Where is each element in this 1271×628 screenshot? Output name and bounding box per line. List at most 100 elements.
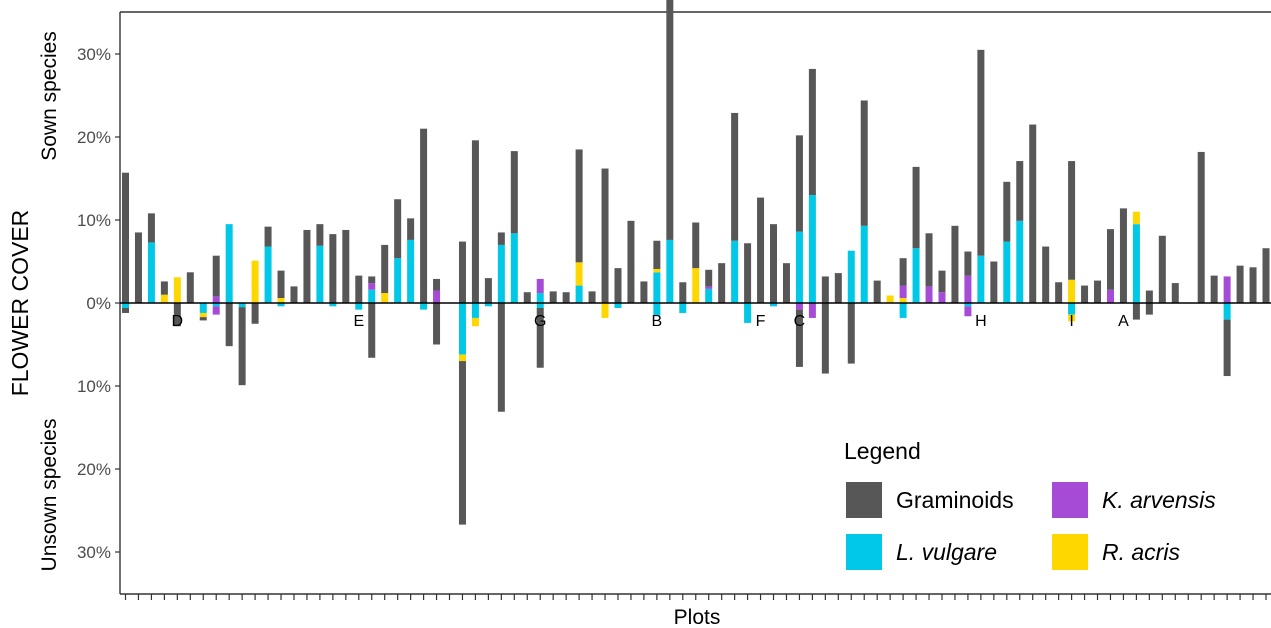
bar-l-vulgare-sown-plot-31: [510, 233, 518, 303]
bar-graminoids-sown-plot-41: [640, 281, 648, 303]
bar-graminoids-sown-plot-29: [484, 278, 492, 303]
bar-graminoids-sown-plot-36: [575, 149, 583, 263]
plot-annotation-C: C: [794, 313, 806, 330]
bar-graminoids-sown-plot-72: [1042, 246, 1050, 303]
y-tick-label: 20%: [77, 128, 111, 147]
plot-annotation-B: B: [652, 313, 663, 330]
bar-graminoids-unsown-plot-80: [1145, 303, 1153, 315]
bar-r-acris-unsown-plot-27: [458, 354, 466, 362]
bar-r-acris-sown-plot-36: [575, 262, 583, 286]
bar-k-arvensis-sown-plot-63: [925, 286, 933, 303]
bar-r-acris-sown-plot-74: [1068, 279, 1076, 303]
legend-label-r-acris: R. acris: [1102, 538, 1180, 565]
bar-graminoids-sown-plot-81: [1158, 235, 1166, 303]
bar-r-acris-sown-plot-61: [899, 298, 907, 303]
bar-graminoids-sown-plot-4: [160, 281, 168, 295]
bar-l-vulgare-unsown-plot-28: [471, 303, 479, 318]
plot-annotation-D: D: [172, 313, 184, 330]
y-tick-label: 10%: [77, 211, 111, 230]
bar-l-vulgare-sown-plot-20: [368, 289, 376, 303]
bar-l-vulgare-unsown-plot-49: [744, 303, 752, 323]
legend-swatch-l-vulgare: [846, 534, 882, 570]
bar-graminoids-sown-plot-71: [1029, 124, 1037, 303]
legend-swatch-r-acris: [1052, 534, 1088, 570]
bar-l-vulgare-sown-plot-53: [795, 231, 803, 303]
bar-graminoids-unsown-plot-9: [225, 303, 233, 347]
bar-graminoids-sown-plot-48: [731, 112, 739, 241]
bar-graminoids-sown-plot-78: [1119, 208, 1127, 303]
bar-graminoids-sown-plot-63: [925, 233, 933, 287]
bar-k-arvensis-sown-plot-20: [368, 283, 376, 290]
bar-l-vulgare-sown-plot-42: [653, 272, 661, 303]
bar-r-acris-sown-plot-79: [1132, 211, 1140, 225]
bar-k-arvensis-sown-plot-64: [938, 292, 946, 303]
bar-l-vulgare-sown-plot-23: [407, 239, 415, 303]
bar-graminoids-sown-plot-38: [601, 168, 609, 303]
bar-l-vulgare-unsown-plot-8: [212, 303, 220, 307]
bar-graminoids-sown-plot-1: [122, 172, 129, 303]
bar-l-vulgare-sown-plot-62: [912, 248, 920, 303]
bar-graminoids-sown-plot-87: [1236, 265, 1244, 303]
bar-r-acris-unsown-plot-74: [1068, 314, 1076, 322]
bar-r-acris-sown-plot-21: [381, 293, 389, 303]
bar-l-vulgare-unsown-plot-61: [899, 303, 907, 318]
bar-k-arvensis-sown-plot-66: [964, 275, 972, 303]
bar-k-arvensis-sown-plot-61: [899, 285, 907, 299]
bar-graminoids-sown-plot-54: [808, 68, 816, 196]
bar-graminoids-sown-plot-8: [212, 255, 220, 297]
bar-graminoids-sown-plot-56: [834, 273, 842, 303]
legend-label-k-arvensis: K. arvensis: [1102, 486, 1216, 513]
y-axis-title: FLOWER COVER: [7, 210, 33, 397]
legend: Legend Graminoids K. arvensis L. vulgare…: [830, 430, 1260, 590]
bar-graminoids-sown-plot-82: [1171, 283, 1179, 303]
bar-k-arvensis-unsown-plot-53: [795, 303, 803, 310]
bar-graminoids-sown-plot-85: [1210, 275, 1218, 303]
bar-r-acris-sown-plot-60: [886, 295, 894, 303]
bar-graminoids-unsown-plot-25: [433, 303, 441, 345]
bar-graminoids-sown-plot-32: [523, 292, 531, 303]
bar-graminoids-sown-plot-31: [510, 151, 518, 234]
bar-graminoids-unsown-plot-10: [238, 307, 246, 386]
bar-graminoids-sown-plot-46: [705, 269, 713, 287]
bar-l-vulgare-sown-plot-46: [705, 288, 713, 303]
bar-graminoids-sown-plot-43: [666, 0, 674, 240]
bar-graminoids-sown-plot-17: [329, 234, 337, 303]
lower-section-label: Unsown species: [38, 419, 61, 572]
bar-graminoids-sown-plot-27: [458, 241, 466, 303]
bar-k-arvensis-unsown-plot-8: [212, 306, 220, 315]
bar-graminoids-unsown-plot-1: [122, 307, 129, 313]
bar-l-vulgare-unsown-plot-39: [614, 303, 622, 308]
bar-graminoids-sown-plot-47: [718, 263, 726, 303]
legend-label-graminoids: Graminoids: [896, 486, 1014, 513]
bar-l-vulgare-sown-plot-58: [860, 225, 868, 303]
bar-l-vulgare-sown-plot-70: [1016, 220, 1024, 303]
bar-graminoids-unsown-plot-33: [536, 307, 544, 368]
bar-graminoids-unsown-plot-20: [368, 303, 376, 358]
bar-k-arvensis-sown-plot-86: [1223, 276, 1231, 303]
bar-k-arvensis-sown-plot-77: [1106, 289, 1114, 303]
bar-graminoids-sown-plot-35: [562, 292, 570, 303]
bar-l-vulgare-sown-plot-48: [731, 240, 739, 303]
bar-r-acris-unsown-plot-38: [601, 303, 609, 318]
bar-r-acris-unsown-plot-7: [199, 312, 207, 318]
y-tick-label: 10%: [77, 377, 111, 396]
legend-item-r-acris: R. acris: [1052, 534, 1180, 570]
bar-k-arvensis-unsown-plot-66: [964, 306, 972, 317]
bar-graminoids-unsown-plot-7: [199, 317, 207, 321]
bar-graminoids-sown-plot-23: [407, 218, 415, 240]
bar-graminoids-sown-plot-64: [938, 270, 946, 293]
bar-r-acris-sown-plot-11: [251, 260, 259, 303]
bar-r-acris-sown-plot-13: [277, 298, 285, 303]
bar-graminoids-sown-plot-15: [303, 229, 311, 303]
bar-graminoids-sown-plot-3: [147, 213, 155, 243]
bar-graminoids-sown-plot-62: [912, 166, 920, 249]
bar-l-vulgare-sown-plot-12: [264, 246, 272, 303]
bar-graminoids-sown-plot-80: [1145, 290, 1153, 303]
x-axis: [124, 594, 1267, 600]
legend-label-l-vulgare: L. vulgare: [896, 538, 998, 565]
legend-item-l-vulgare: L. vulgare: [846, 534, 997, 570]
bar-graminoids-sown-plot-30: [497, 232, 505, 245]
bar-l-vulgare-unsown-plot-74: [1068, 303, 1076, 315]
